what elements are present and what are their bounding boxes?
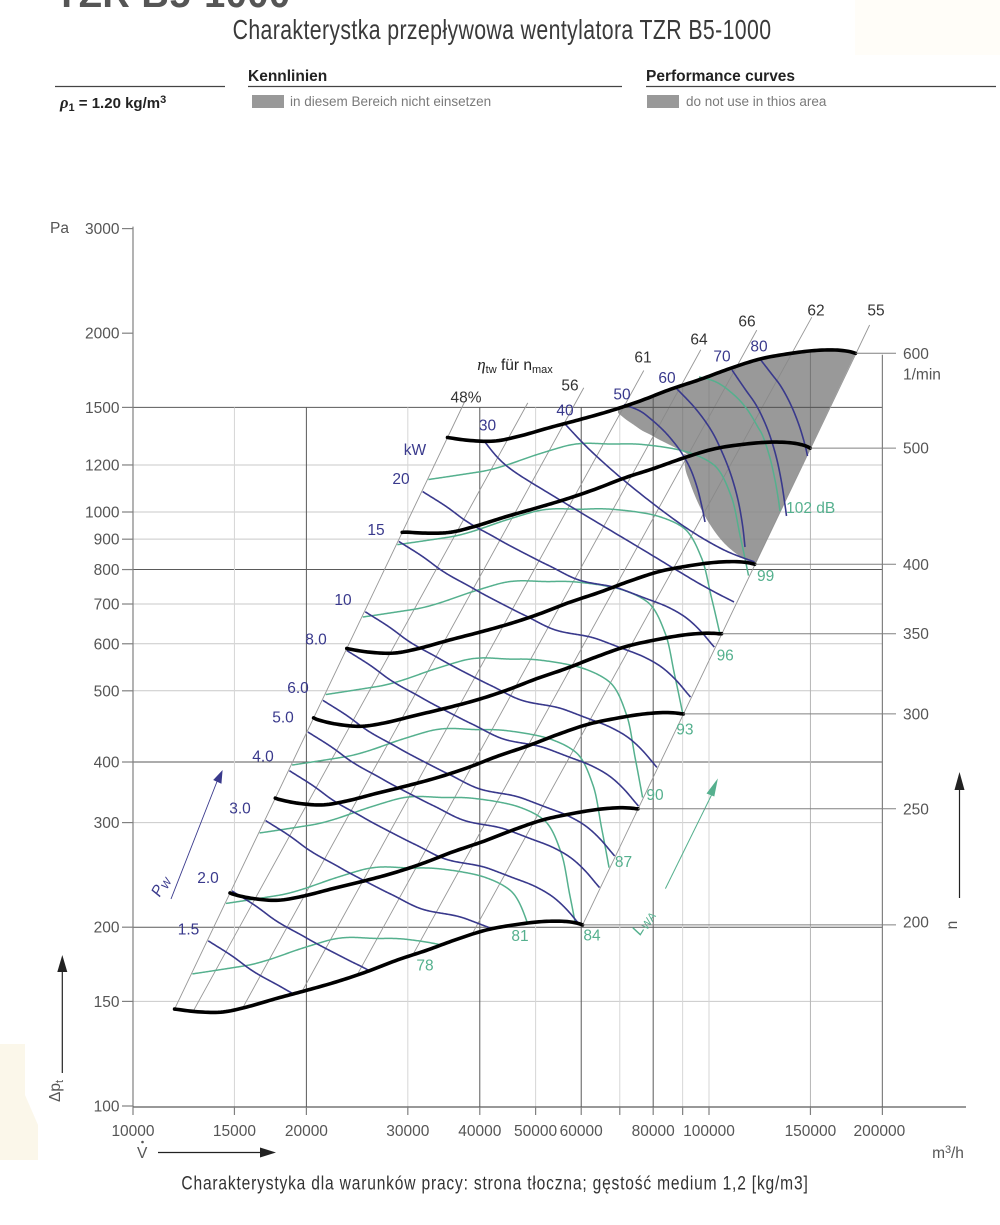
svg-text:48%: 48% xyxy=(450,390,481,407)
svg-text:150000: 150000 xyxy=(785,1123,837,1140)
svg-text:90: 90 xyxy=(646,787,664,804)
svg-text:55: 55 xyxy=(867,303,884,320)
svg-text:3: 3 xyxy=(945,1144,951,1156)
svg-text:87: 87 xyxy=(615,854,632,871)
svg-text:80000: 80000 xyxy=(632,1123,675,1140)
svg-text:Kennlinien: Kennlinien xyxy=(248,68,327,85)
svg-text:70: 70 xyxy=(713,349,731,366)
svg-text:600: 600 xyxy=(94,636,120,653)
svg-text:1/min: 1/min xyxy=(903,367,941,384)
svg-text:200: 200 xyxy=(903,914,929,931)
svg-text:m: m xyxy=(932,1145,945,1162)
svg-text:80: 80 xyxy=(750,339,768,356)
svg-text:3000: 3000 xyxy=(85,221,120,238)
svg-text:1.5: 1.5 xyxy=(178,922,200,939)
svg-text:Δpt: Δpt xyxy=(47,1080,66,1102)
svg-text:61: 61 xyxy=(634,350,651,367)
svg-text:56: 56 xyxy=(561,378,578,395)
svg-text:n: n xyxy=(944,921,961,930)
svg-text:in diesem Bereich nicht einset: in diesem Bereich nicht einsetzen xyxy=(290,94,491,109)
svg-text:400: 400 xyxy=(903,557,929,574)
svg-text:96: 96 xyxy=(717,648,734,665)
svg-text:do not use in thios area: do not use in thios area xyxy=(686,94,827,109)
svg-text:ρ1 = 1.20 kg/m3: ρ1 = 1.20 kg/m3 xyxy=(59,93,166,114)
svg-text:5.0: 5.0 xyxy=(272,710,294,727)
svg-text:100000: 100000 xyxy=(683,1123,735,1140)
svg-text:99: 99 xyxy=(757,568,774,585)
svg-text:84: 84 xyxy=(583,928,601,945)
svg-text:60: 60 xyxy=(658,370,676,387)
svg-text:10000: 10000 xyxy=(111,1123,154,1140)
svg-text:8.0: 8.0 xyxy=(305,632,327,649)
svg-text:20: 20 xyxy=(392,471,410,488)
svg-text:900: 900 xyxy=(94,532,120,549)
svg-text:100: 100 xyxy=(94,1099,120,1116)
svg-text:300: 300 xyxy=(903,706,929,723)
svg-text:350: 350 xyxy=(903,626,929,643)
svg-text:30000: 30000 xyxy=(386,1123,429,1140)
svg-text:1000: 1000 xyxy=(85,505,120,522)
svg-text:4.0: 4.0 xyxy=(252,749,274,766)
svg-text:/h: /h xyxy=(951,1145,964,1162)
svg-text:10: 10 xyxy=(334,592,352,609)
svg-text:400: 400 xyxy=(94,755,120,772)
svg-text:50000: 50000 xyxy=(514,1123,557,1140)
svg-text:3.0: 3.0 xyxy=(229,801,251,818)
svg-text:600: 600 xyxy=(903,346,929,363)
svg-text:62: 62 xyxy=(807,303,824,320)
svg-text:200000: 200000 xyxy=(854,1123,906,1140)
svg-text:250: 250 xyxy=(903,801,929,818)
svg-text:500: 500 xyxy=(903,441,929,458)
svg-text:93: 93 xyxy=(676,722,693,739)
svg-text:30: 30 xyxy=(479,418,497,435)
svg-text:40: 40 xyxy=(556,403,574,420)
svg-text:150: 150 xyxy=(94,994,120,1011)
svg-text:15: 15 xyxy=(367,522,384,539)
svg-text:TZR B5-1000: TZR B5-1000 xyxy=(55,0,291,16)
svg-text:1200: 1200 xyxy=(85,457,120,474)
svg-text:200: 200 xyxy=(94,920,120,937)
svg-text:2.0: 2.0 xyxy=(197,870,219,887)
svg-text:6.0: 6.0 xyxy=(287,680,309,697)
svg-text:300: 300 xyxy=(94,815,120,832)
svg-text:1500: 1500 xyxy=(85,400,120,417)
svg-text:Performance curves: Performance curves xyxy=(646,68,795,85)
svg-text:2000: 2000 xyxy=(85,326,120,343)
svg-text:50: 50 xyxy=(613,387,631,404)
svg-text:66: 66 xyxy=(738,314,755,331)
svg-text:81: 81 xyxy=(511,928,528,945)
svg-text:20000: 20000 xyxy=(285,1123,328,1140)
svg-text:800: 800 xyxy=(94,562,120,579)
svg-text:102 dB: 102 dB xyxy=(786,500,835,517)
svg-text:15000: 15000 xyxy=(213,1123,256,1140)
svg-text:kW: kW xyxy=(404,442,427,459)
svg-text:ηtw für nmax: ηtw für nmax xyxy=(477,355,553,376)
svg-text:Charakterystyka dla warunków p: Charakterystyka dla warunków pracy: stro… xyxy=(181,1172,808,1194)
svg-text:40000: 40000 xyxy=(458,1123,501,1140)
svg-text:V: V xyxy=(137,1145,148,1162)
svg-text:Charakterystka przepływowa wen: Charakterystka przepływowa wentylatora T… xyxy=(233,14,772,46)
svg-text:Pa: Pa xyxy=(50,220,69,237)
svg-text:500: 500 xyxy=(94,683,120,700)
svg-text:64: 64 xyxy=(690,332,708,349)
svg-text:78: 78 xyxy=(416,958,433,975)
svg-text:700: 700 xyxy=(94,597,120,614)
svg-text:60000: 60000 xyxy=(560,1123,603,1140)
